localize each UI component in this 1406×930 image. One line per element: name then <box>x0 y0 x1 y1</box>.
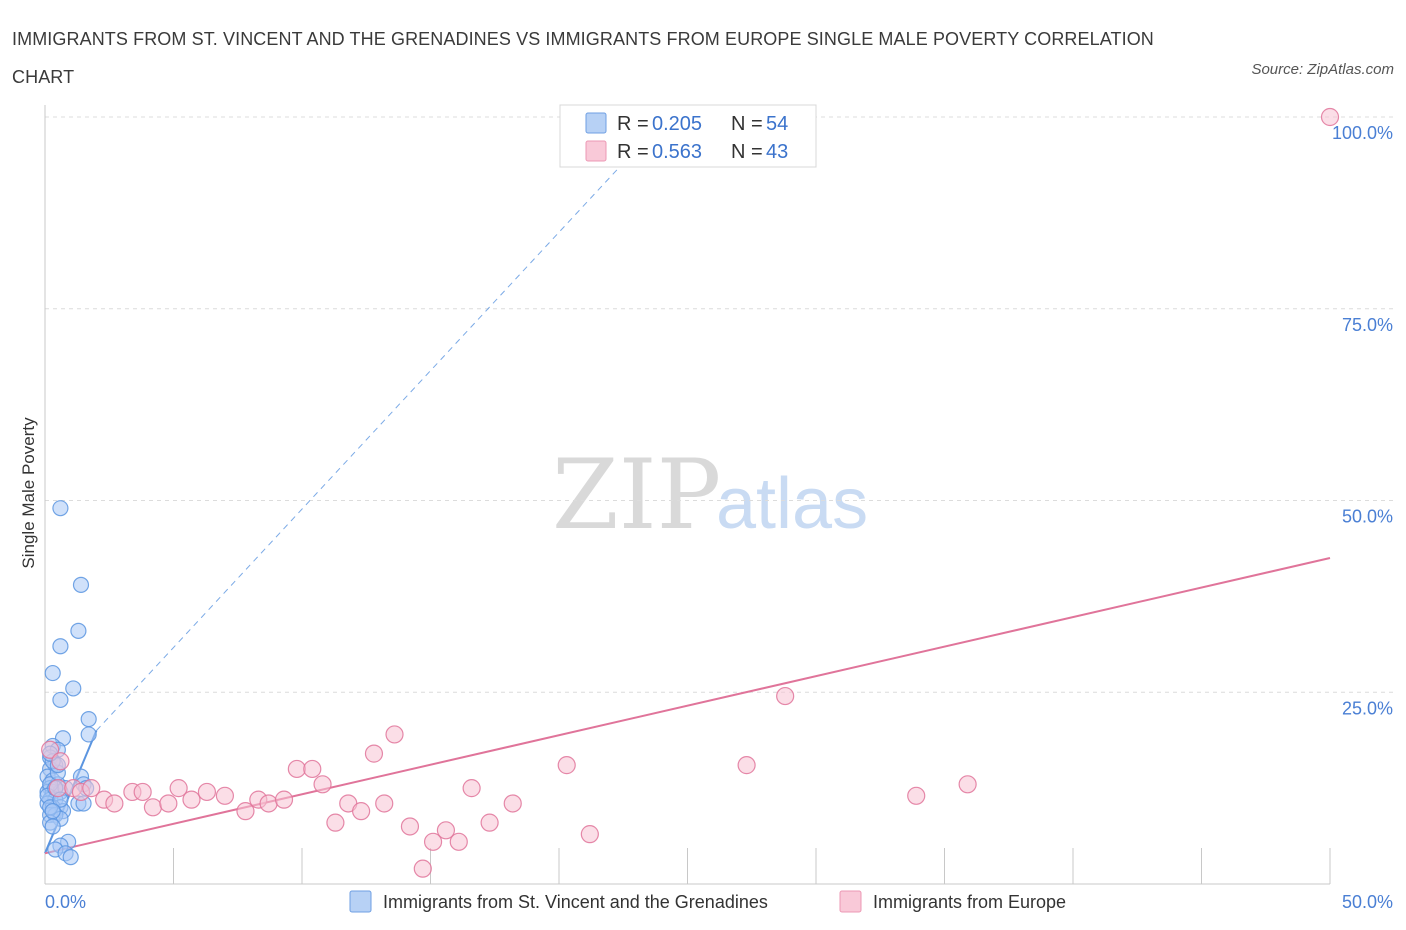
point-st-vincent <box>52 500 69 517</box>
x-tick-label: 0.0% <box>45 892 86 912</box>
bottom-legend-swatch-europe <box>839 890 862 913</box>
trend-line-extended-st-vincent <box>96 162 624 731</box>
point-st-vincent <box>52 638 69 655</box>
legend-row-europe: R = 0.563 N = 43 <box>585 140 788 163</box>
point-europe <box>159 794 178 813</box>
legend-swatch-st-vincent <box>585 112 607 134</box>
point-europe <box>480 813 499 832</box>
legend-box: R = 0.205 N = 54 R = 0.563 N = 43 <box>559 104 817 168</box>
point-st-vincent <box>44 803 61 820</box>
legend-n-value: 54 <box>766 113 788 135</box>
point-europe <box>215 786 234 805</box>
point-europe <box>958 775 977 794</box>
point-europe <box>313 775 332 794</box>
y-tick-label: 100.0% <box>1332 123 1393 143</box>
legend-n-label: N = <box>731 113 763 135</box>
chart-source: Source: ZipAtlas.com <box>1251 61 1394 78</box>
point-europe <box>352 802 371 821</box>
point-europe <box>413 859 432 878</box>
point-st-vincent <box>70 622 87 639</box>
y-tick-label: 75.0% <box>1342 315 1393 335</box>
x-tick-label: 50.0% <box>1342 892 1393 912</box>
point-europe <box>1320 107 1340 127</box>
point-europe <box>236 802 255 821</box>
point-europe <box>182 790 201 809</box>
legend-r-value: 0.563 <box>652 141 702 163</box>
legend-r-value: 0.205 <box>652 113 702 135</box>
bottom-legend-label-st-vincent: Immigrants from St. Vincent and the Gren… <box>383 892 768 912</box>
bottom-legend-item-europe: Immigrants from Europe <box>839 890 1066 913</box>
legend-n-value: 43 <box>766 141 788 163</box>
chart-title: IMMIGRANTS FROM ST. VINCENT AND THE GREN… <box>12 29 1154 87</box>
point-europe <box>907 786 926 805</box>
point-europe <box>169 779 188 798</box>
bottom-legend: Immigrants from St. Vincent and the Gren… <box>349 890 1066 913</box>
bottom-legend-swatch-st-vincent <box>349 890 372 913</box>
point-europe <box>580 825 599 844</box>
point-europe <box>105 794 124 813</box>
legend-row-st-vincent: R = 0.205 N = 54 <box>585 112 788 135</box>
data-points <box>39 107 1340 878</box>
legend-swatch-europe <box>585 140 607 162</box>
point-europe <box>375 794 394 813</box>
point-europe <box>48 779 67 798</box>
y-tick-label: 50.0% <box>1342 507 1393 527</box>
y-tick-label: 25.0% <box>1342 698 1393 718</box>
point-europe <box>776 686 795 706</box>
point-europe <box>303 759 322 779</box>
point-st-vincent <box>72 576 90 593</box>
point-europe <box>364 744 384 763</box>
bottom-legend-label-europe: Immigrants from Europe <box>873 892 1066 912</box>
point-europe <box>41 740 60 759</box>
point-europe <box>400 817 420 836</box>
bottom-legend-item-st-vincent: Immigrants from St. Vincent and the Gren… <box>349 890 768 913</box>
grid <box>45 116 1393 693</box>
point-europe <box>385 725 404 744</box>
point-st-vincent <box>52 691 69 709</box>
point-europe <box>436 821 456 840</box>
point-europe <box>287 759 306 779</box>
point-europe <box>133 782 152 802</box>
legend-n-label: N = <box>731 141 763 163</box>
point-europe <box>197 782 217 802</box>
point-st-vincent <box>44 664 61 682</box>
legend-r-label: R = <box>617 141 649 163</box>
point-europe <box>503 794 522 813</box>
point-europe <box>423 832 443 851</box>
watermark: ZIP atlas <box>552 439 868 551</box>
tick-labels: 100.0% 75.0% 50.0% 25.0% 0.0% 50.0% <box>45 123 1393 912</box>
point-europe <box>143 798 163 817</box>
point-europe <box>259 794 278 813</box>
legend-r-label: R = <box>617 113 649 135</box>
point-europe <box>82 779 101 798</box>
point-st-vincent <box>44 818 61 835</box>
point-europe <box>737 756 756 775</box>
point-st-vincent <box>80 710 97 728</box>
point-st-vincent <box>80 726 97 743</box>
watermark-zip: ZIP <box>552 439 721 551</box>
point-europe <box>462 779 481 798</box>
point-europe <box>449 832 468 851</box>
point-st-vincent <box>62 849 79 866</box>
point-europe <box>557 756 576 775</box>
point-europe <box>51 752 70 771</box>
point-st-vincent <box>65 680 82 697</box>
point-europe <box>326 813 345 832</box>
point-europe <box>274 790 294 809</box>
watermark-atlas: atlas <box>716 464 868 544</box>
y-axis-title: Single Male Poverty <box>19 417 38 569</box>
